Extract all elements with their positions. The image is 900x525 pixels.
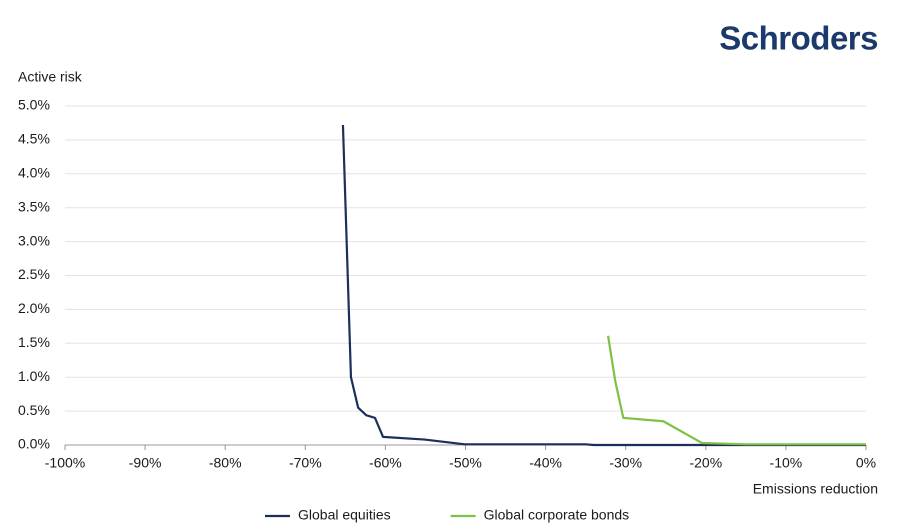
x-tick-label: 0% [856, 455, 876, 471]
legend-label: Global equities [298, 507, 391, 523]
x-axis-label: Emissions reduction [753, 481, 878, 497]
x-tick-label: -30% [609, 455, 642, 471]
y-tick-label: 2.0% [18, 300, 50, 316]
y-tick-label: 0.5% [18, 402, 50, 418]
x-tick-label: -70% [289, 455, 322, 471]
legend-label: Global corporate bonds [484, 507, 630, 523]
x-tick-label: -80% [209, 455, 242, 471]
x-tick-label: -40% [529, 455, 562, 471]
x-tick-label: -90% [129, 455, 162, 471]
y-tick-label: 0.0% [18, 436, 50, 452]
x-tick-label: -50% [449, 455, 482, 471]
y-tick-label: 1.5% [18, 334, 50, 350]
y-tick-label: 4.5% [18, 131, 50, 147]
line-series [606, 335, 866, 446]
x-tick-label: -10% [770, 455, 803, 471]
x-tick-label: -60% [369, 455, 402, 471]
x-tick-label: -20% [689, 455, 722, 471]
y-tick-label: 1.0% [18, 368, 50, 384]
y-tick-label: 3.5% [18, 198, 50, 214]
y-tick-label: 5.0% [18, 97, 50, 113]
y-tick-label: 4.0% [18, 165, 50, 181]
y-tick-label: 3.0% [18, 232, 50, 248]
logo: Schroders [719, 20, 878, 57]
line-series [341, 124, 866, 447]
y-tick-label: 2.5% [18, 266, 50, 282]
y-axis-label: Active risk [18, 69, 83, 85]
x-tick-label: -100% [45, 455, 85, 471]
